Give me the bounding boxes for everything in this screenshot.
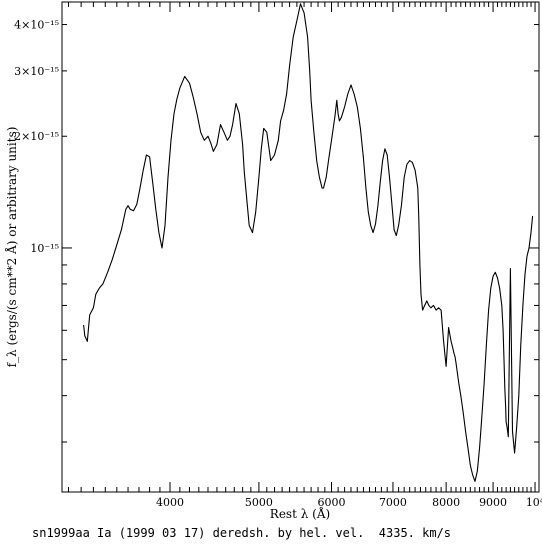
y-axis-title: f_λ (ergs/(s cm**2 Å) or arbitrary units… [4, 127, 19, 368]
x-tick-label: 10⁴ [526, 496, 542, 509]
x-tick-label: 8000 [432, 496, 460, 509]
x-tick-label: 7000 [379, 496, 407, 509]
spectrum-series-line [83, 3, 534, 482]
x-tick-label: 5000 [245, 496, 273, 509]
x-tick-label: 6000 [318, 496, 346, 509]
x-axis-ticks: 4000 5000 6000 7000 8000 9000 10⁴ [67, 2, 542, 509]
y-tick-label: 3×10⁻¹⁵ [14, 65, 59, 78]
y-tick-label: 10⁻¹⁵ [30, 242, 59, 255]
y-axis-ticks: 10⁻¹⁵ 2×10⁻¹⁵ 3×10⁻¹⁵ 4×10⁻¹⁵ [14, 19, 539, 443]
plot-frame [61, 1, 540, 493]
y-tick-label: 2×10⁻¹⁵ [14, 130, 59, 143]
spectrum-caption: sn1999aa Ia (1999 03 17) deredsh. by hel… [32, 526, 452, 540]
y-tick-label: 4×10⁻¹⁵ [14, 19, 59, 32]
x-tick-label: 4000 [156, 496, 184, 509]
x-tick-label: 9000 [479, 496, 507, 509]
x-axis-title: Rest λ (Å) [270, 506, 330, 521]
